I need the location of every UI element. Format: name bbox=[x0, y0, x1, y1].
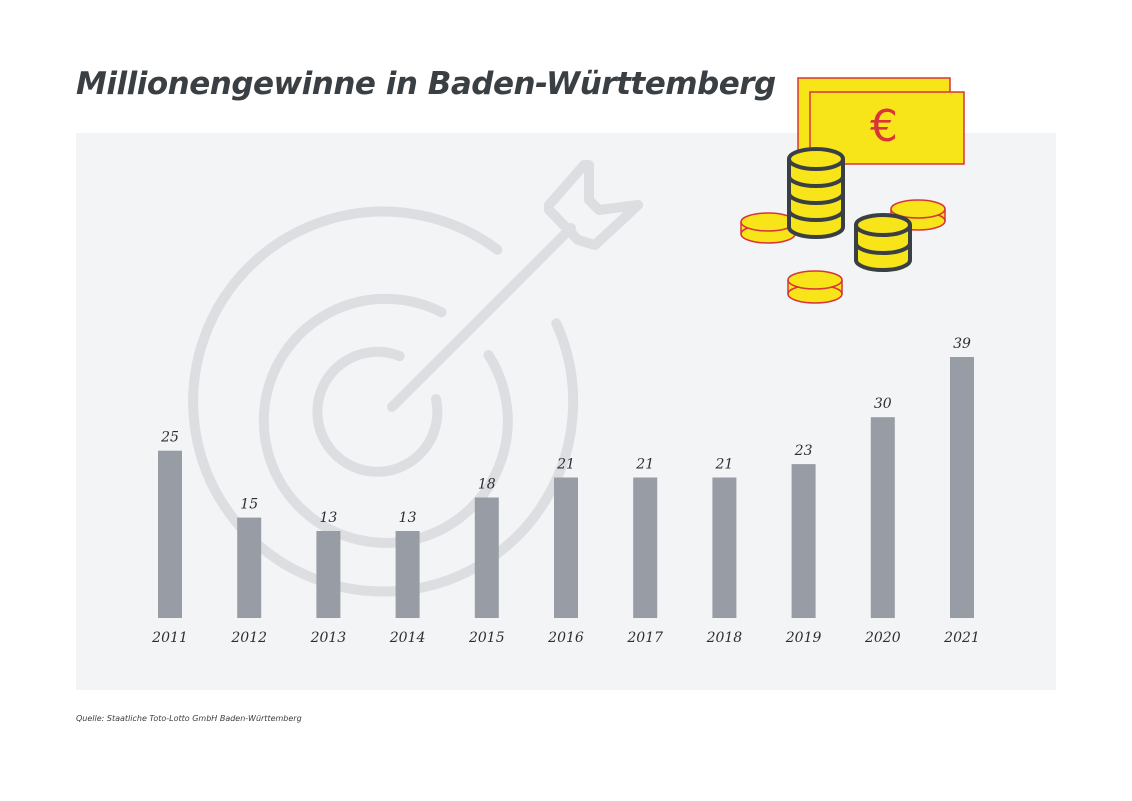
coin-bottom-icon bbox=[787, 270, 843, 304]
svg-text:€: € bbox=[870, 101, 898, 152]
value-label-2019: 23 bbox=[794, 443, 813, 459]
coin-stack-large-icon bbox=[787, 147, 845, 239]
value-label-2015: 18 bbox=[478, 477, 496, 493]
bar-2019 bbox=[791, 464, 816, 618]
value-label-2020: 30 bbox=[874, 396, 892, 412]
category-label-2013: 2013 bbox=[310, 630, 347, 646]
bar-chart: 25 2011 15 2012 13 2013 13 2014 18 2015 21 2016 21 20… bbox=[151, 336, 980, 646]
bar-2016 bbox=[554, 477, 578, 618]
value-label-2017: 21 bbox=[635, 457, 654, 473]
category-label-2019: 2019 bbox=[785, 630, 822, 646]
money-illustration: € bbox=[740, 77, 965, 304]
bar-2014 bbox=[395, 531, 420, 618]
category-label-2021: 2021 bbox=[943, 630, 980, 646]
category-label-2012: 2012 bbox=[230, 630, 267, 646]
category-label-2014: 2014 bbox=[389, 630, 426, 646]
value-label-2018: 21 bbox=[714, 457, 733, 473]
value-label-2013: 13 bbox=[319, 510, 337, 526]
value-label-2016: 21 bbox=[556, 457, 575, 473]
category-label-2016: 2016 bbox=[547, 630, 584, 646]
source-note: Quelle: Staatliche Toto-Lotto GmbH Baden… bbox=[76, 714, 302, 723]
coin-right-icon bbox=[890, 199, 946, 231]
value-label-2012: 15 bbox=[240, 497, 258, 513]
value-label-2014: 13 bbox=[399, 510, 417, 526]
value-label-2011: 25 bbox=[160, 430, 179, 446]
target-watermark-icon bbox=[188, 160, 643, 597]
bar-2015 bbox=[474, 497, 499, 618]
category-label-2015: 2015 bbox=[468, 630, 505, 646]
coin-left-icon bbox=[740, 212, 796, 244]
bar-2012 bbox=[237, 517, 262, 618]
bar-2013 bbox=[316, 531, 341, 618]
category-label-2017: 2017 bbox=[626, 630, 663, 646]
coin-stack-small-icon bbox=[854, 213, 912, 272]
bar-2018 bbox=[712, 477, 737, 618]
value-label-2021: 39 bbox=[953, 336, 971, 352]
category-label-2020: 2020 bbox=[864, 630, 901, 646]
category-label-2018: 2018 bbox=[706, 630, 743, 646]
bar-2021 bbox=[950, 357, 974, 618]
bar-2011 bbox=[158, 450, 182, 618]
bar-2020 bbox=[870, 417, 895, 618]
category-label-2011: 2011 bbox=[151, 630, 188, 646]
chart-title: Millionengewinne in Baden-Württemberg bbox=[76, 66, 776, 102]
bar-2017 bbox=[633, 477, 658, 618]
